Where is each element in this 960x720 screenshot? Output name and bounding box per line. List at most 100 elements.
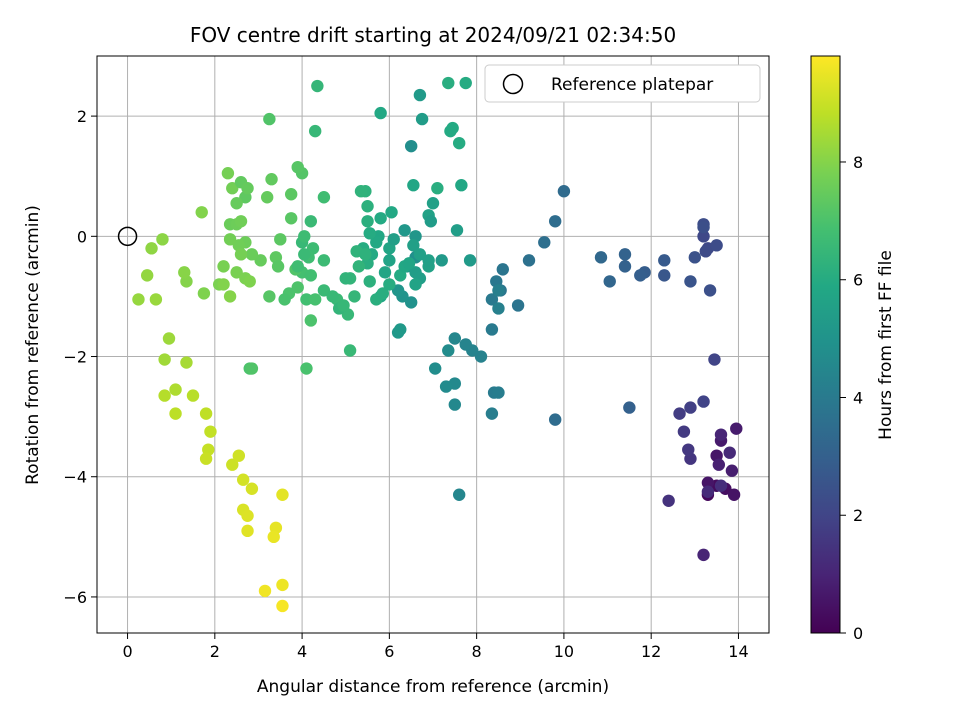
data-point [697, 548, 710, 562]
data-point [284, 212, 298, 225]
data-point [361, 215, 374, 228]
data-point [195, 206, 208, 219]
data-point [385, 206, 398, 219]
data-point [291, 260, 304, 273]
data-point [413, 248, 427, 261]
data-point [378, 266, 392, 279]
data-point [618, 248, 632, 261]
data-point [363, 227, 376, 240]
data-point [359, 248, 372, 261]
colorbar: 0 2 4 6 8 Hours from first FF file [810, 55, 896, 643]
data-point [699, 245, 712, 258]
data-point [291, 160, 304, 174]
data-point [140, 269, 154, 282]
reference-platepar-marker [117, 226, 138, 247]
data-point [217, 260, 230, 273]
data-point [304, 215, 318, 228]
data-point [688, 251, 702, 264]
data-point [186, 389, 200, 402]
data-point [169, 383, 182, 396]
data-point [317, 254, 331, 267]
data-point [304, 314, 318, 327]
data-point [455, 179, 468, 192]
data-point [254, 254, 267, 267]
data-point [426, 197, 440, 210]
data-point [223, 233, 237, 246]
data-point [442, 76, 455, 90]
data-point [492, 386, 505, 399]
legend-label: Reference platepar [551, 75, 713, 95]
data-point [326, 290, 339, 303]
y-tick-label: 2 [77, 107, 87, 126]
data-point [708, 353, 721, 366]
data-point [145, 242, 158, 255]
data-point [304, 269, 318, 282]
data-point [697, 395, 710, 408]
y-tick-label: −4 [63, 468, 87, 487]
plot-background [97, 56, 769, 633]
data-point [260, 191, 274, 204]
data-point [230, 197, 243, 210]
plot-area [96, 55, 770, 634]
data-point [492, 284, 505, 297]
data-point [276, 578, 289, 592]
data-point [697, 221, 710, 234]
data-point [217, 278, 230, 291]
data-point [267, 530, 280, 544]
data-point [226, 182, 239, 195]
data-point [658, 254, 671, 267]
data-point [300, 362, 313, 375]
data-point [317, 284, 331, 297]
data-point [236, 473, 250, 486]
data-point [337, 299, 350, 312]
data-point [363, 275, 376, 288]
legend: Reference platepar [484, 64, 761, 103]
data-point [243, 275, 256, 288]
data-point [459, 76, 472, 90]
data-point [409, 278, 422, 291]
data-point [723, 446, 736, 459]
data-point [278, 293, 291, 306]
data-point [169, 407, 182, 420]
data-point [234, 248, 248, 261]
data-point [178, 266, 191, 279]
data-point [274, 233, 287, 246]
data-point [308, 293, 322, 306]
data-point [594, 251, 608, 264]
data-point [132, 293, 145, 306]
colorbar-tick-label: 8 [853, 153, 863, 172]
x-tick-label: 2 [210, 642, 220, 661]
data-point [428, 362, 442, 375]
data-point [485, 407, 499, 420]
data-point [162, 332, 176, 345]
data-point [276, 599, 289, 613]
data-point [265, 173, 278, 186]
legend-reference-marker [502, 73, 524, 95]
data-point [435, 254, 448, 267]
y-tick-label: −2 [63, 348, 87, 367]
data-point [634, 269, 647, 282]
data-point [398, 224, 411, 237]
data-point [298, 230, 311, 243]
data-point [300, 293, 313, 306]
data-point [180, 356, 193, 369]
data-point [404, 296, 418, 309]
colorbar-tick-label: 0 [853, 624, 863, 643]
data-point [241, 524, 254, 538]
data-point [245, 362, 259, 375]
data-point [263, 112, 276, 126]
data-point [727, 488, 741, 501]
data-point [230, 266, 243, 279]
data-point [682, 443, 695, 456]
colorbar-tick-label: 4 [853, 388, 863, 407]
data-point [354, 185, 368, 198]
data-point [308, 124, 322, 138]
data-point [725, 464, 739, 477]
data-point [485, 323, 499, 336]
data-point [199, 407, 213, 420]
data-point [618, 260, 632, 273]
data-point [701, 485, 715, 498]
colorbar-tick-label: 6 [853, 271, 863, 290]
data-point [232, 449, 246, 462]
